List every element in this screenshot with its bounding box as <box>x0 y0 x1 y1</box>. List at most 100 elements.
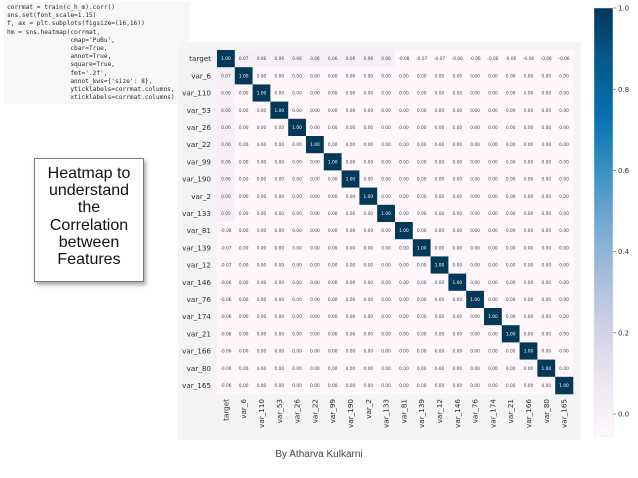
heatmap-cell <box>323 290 342 309</box>
heatmap-cell-label: 0.00 <box>506 349 516 355</box>
heatmap-cell-label: 0.00 <box>346 280 356 286</box>
heatmap-cell-label: 0.00 <box>346 211 356 217</box>
colorbar-ticks: 0.0 0.2 0.4 0.6 0.8 1.0 <box>613 5 630 419</box>
heatmap-cell <box>270 170 289 188</box>
heatmap-cell-label: 0.00 <box>417 263 427 269</box>
heatmap-cell <box>306 153 325 171</box>
heatmap-cell-label: 0.00 <box>257 211 267 217</box>
heatmap-cell <box>323 325 342 343</box>
heatmap-cell-label: 0.00 <box>488 297 498 303</box>
heatmap-cell <box>519 50 538 68</box>
heatmap-cell <box>341 136 360 154</box>
colorbar <box>593 7 614 437</box>
heatmap-cell-label: 0.00 <box>239 142 249 148</box>
heatmap-cell-label: 0.00 <box>488 194 498 200</box>
heatmap-cell-label: 0.00 <box>524 159 534 165</box>
heatmap-cell <box>501 273 520 292</box>
heatmap-cell-label: 0.06 <box>221 125 231 131</box>
heatmap-cell <box>217 67 236 85</box>
heatmap-cell <box>555 118 574 137</box>
heatmap-cell-label: 0.00 <box>399 159 409 165</box>
heatmap-cell <box>234 153 253 171</box>
heatmap-cell-label: 0.00 <box>399 263 409 269</box>
code-line: cmap='PuBu', <box>7 36 116 44</box>
heatmap-cell <box>537 118 556 137</box>
heatmap-cell <box>537 239 556 257</box>
heatmap-cell-label: -0.07 <box>220 263 231 269</box>
heatmap-cell <box>412 273 431 292</box>
heatmap-cell-label: 0.00 <box>239 245 249 251</box>
heatmap-cell <box>217 308 236 326</box>
heatmap-cell-label: 0.00 <box>506 263 516 269</box>
heatmap-cell-label: 0.00 <box>506 245 516 251</box>
heatmap-cell-label: 0.00 <box>381 349 391 355</box>
heatmap-cell <box>484 256 503 274</box>
heatmap-cell <box>466 118 485 137</box>
heatmap-cell-label: 0.00 <box>506 125 516 131</box>
heatmap-cell-label: 0.00 <box>435 297 445 303</box>
heatmap-cell-label: 0.00 <box>275 297 285 303</box>
heatmap-cell <box>448 359 467 378</box>
heatmap-cell <box>430 187 449 206</box>
heatmap-cell-label: 0.00 <box>364 125 374 131</box>
heatmap-cell <box>341 342 360 360</box>
heatmap-cell-label: 0.00 <box>399 331 409 337</box>
heatmap-cell-label: 0.00 <box>364 159 374 165</box>
heatmap-cell-label: 0.00 <box>381 159 391 165</box>
heatmap-cell-label: 0.00 <box>453 314 463 320</box>
heatmap-cell <box>430 50 449 68</box>
heatmap-cell-label: 0.00 <box>364 142 374 148</box>
code-line: sns.set(font_scale=1.15) <box>7 12 97 20</box>
heatmap-cell-label: -0.06 <box>523 56 534 62</box>
heatmap-cell <box>555 50 574 68</box>
heatmap-cell <box>270 101 289 120</box>
heatmap-cell <box>217 256 236 274</box>
heatmap-cell <box>555 187 574 206</box>
heatmap-cell-label: 0.00 <box>275 125 285 131</box>
heatmap-cell <box>519 290 538 309</box>
heatmap-cell-label: 0.00 <box>453 159 463 165</box>
heatmap-cell-label: 0.00 <box>381 91 391 97</box>
heatmap-cell <box>217 170 236 188</box>
heatmap-cell <box>323 50 342 68</box>
heatmap-cell <box>252 170 271 188</box>
heatmap-cell-label: 0.00 <box>346 366 356 372</box>
heatmap-cell-label: 0.00 <box>292 366 302 372</box>
callout-box: Heatmap to understand the Correlation be… <box>34 158 144 282</box>
heatmap-cell <box>288 222 307 240</box>
heatmap-cell <box>466 50 485 68</box>
heatmap-cell-label: 0.00 <box>399 383 409 389</box>
heatmap-cell <box>395 308 414 326</box>
heatmap-cell-label: 0.00 <box>257 297 267 303</box>
heatmap-cell-label: -0.07 <box>416 56 427 62</box>
heatmap-cell <box>519 359 538 378</box>
heatmap-cell <box>270 136 289 154</box>
heatmap-cell <box>412 376 431 395</box>
heatmap-cell-label: 0.00 <box>328 245 338 251</box>
heatmap-cell <box>448 239 467 257</box>
heatmap-cell-label: 0.00 <box>488 142 498 148</box>
heatmap-cell <box>359 136 378 154</box>
heatmap-cell <box>359 342 378 360</box>
heatmap-cell <box>395 273 414 292</box>
heatmap-cell <box>377 359 396 378</box>
heatmap-cell-label: 0.00 <box>292 211 302 217</box>
heatmap-cell <box>217 136 236 154</box>
heatmap-cell <box>234 256 253 274</box>
heatmap-cell <box>252 84 271 102</box>
heatmap-cell-label: 0.00 <box>399 366 409 372</box>
heatmap-cell <box>412 101 431 120</box>
heatmap-cell <box>519 256 538 274</box>
heatmap-cell-label: 0.00 <box>364 383 374 389</box>
heatmap-cell-label: 0.00 <box>542 280 552 286</box>
heatmap-cell <box>306 67 325 85</box>
heatmap-y-label: var_81 <box>187 226 211 235</box>
heatmap-cell-label: 0.00 <box>559 228 569 234</box>
heatmap-cell <box>395 222 414 240</box>
heatmap-x-label: var_26 <box>293 399 302 424</box>
heatmap-cell-label: 0.00 <box>435 177 445 183</box>
heatmap-cell <box>288 204 307 223</box>
heatmap-cell-label: 0.00 <box>257 228 267 234</box>
heatmap-cell-label: 0.06 <box>221 159 231 165</box>
heatmap-cell-label: 0.00 <box>417 314 427 320</box>
